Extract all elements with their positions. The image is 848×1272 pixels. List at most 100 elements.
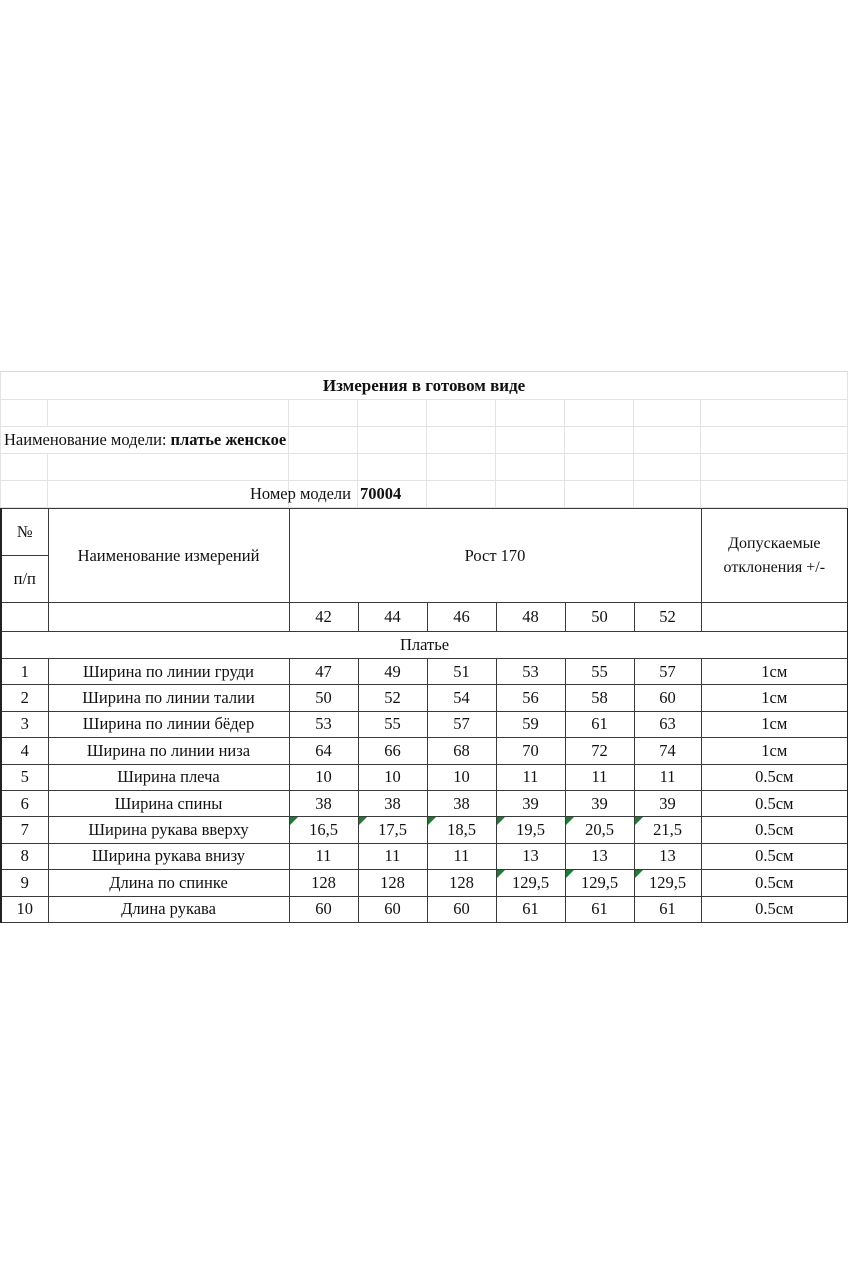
empty-cell	[495, 399, 565, 427]
row-value-size-52: 61	[633, 895, 702, 923]
row-value-size-50: 61	[564, 895, 635, 923]
model-name-label: Наименование модели:	[4, 430, 167, 449]
row-value-size-52: 57	[633, 657, 702, 686]
row-measurement-name: Ширина по линии низа	[47, 737, 290, 765]
row-value-size-44: 17,5	[357, 816, 428, 844]
row-value-size-52: 39	[633, 789, 702, 818]
row-value-size-46: 60	[426, 895, 497, 923]
empty-cell	[426, 426, 496, 454]
table-row: 10 Длина рукава 60 60 60 61 61 61 0.5см	[0, 895, 848, 923]
row-number: 4	[0, 737, 49, 765]
empty-cell	[699, 453, 848, 481]
header-deviation-line1: Допускаемые	[728, 534, 821, 552]
row-value-size-50: 39	[564, 789, 635, 818]
empty-cell	[564, 480, 634, 508]
row-value-size-44: 60	[357, 895, 428, 923]
title-row: Измерения в готовом виде	[0, 371, 848, 400]
row-value-size-50: 13	[564, 842, 635, 871]
row-value-size-44: 11	[357, 842, 428, 871]
model-name-row: Наименование модели: платье женское	[0, 426, 848, 454]
row-number: 7	[0, 816, 49, 844]
table-row: 6 Ширина спины 38 38 38 39 39 39 0.5см	[0, 789, 848, 818]
row-value-size-46: 128	[426, 869, 497, 897]
row-value-size-52: 11	[633, 763, 702, 791]
sizes-row: 42 44 46 48 50 52	[0, 602, 848, 632]
row-tolerance: 0.5см	[700, 816, 848, 844]
row-value-size-46: 51	[426, 657, 497, 686]
row-value-size-44: 38	[357, 789, 428, 818]
row-value-size-46: 57	[426, 710, 497, 739]
sizes-row-tolerance-cell	[700, 602, 848, 632]
row-tolerance: 1см	[700, 710, 848, 739]
row-value-size-52: 21,5	[633, 816, 702, 844]
row-measurement-name: Ширина по линии бёдер	[47, 710, 290, 739]
table-row: 5 Ширина плеча 10 10 10 11 11 11 0.5см	[0, 763, 848, 791]
row-value-size-42: 10	[288, 763, 359, 791]
row-value-size-44: 128	[357, 869, 428, 897]
row-value-size-44: 10	[357, 763, 428, 791]
row-measurement-name: Ширина плеча	[47, 763, 290, 791]
empty-cell	[357, 426, 427, 454]
empty-cell	[426, 399, 496, 427]
size-header-46: 46	[426, 602, 497, 632]
document-title: Измерения в готовом виде	[322, 375, 526, 395]
row-tolerance: 0.5см	[700, 869, 848, 897]
table-row: 3 Ширина по линии бёдер 53 55 57 59 61 63 1см	[0, 710, 848, 739]
row-value-size-48: 39	[495, 789, 566, 818]
row-measurement-name: Ширина рукава внизу	[47, 842, 290, 871]
row-value-size-42: 128	[288, 869, 359, 897]
header-measurement-name: Наименование измерений	[47, 508, 290, 603]
empty-cell	[633, 480, 701, 508]
table-row: 2 Ширина по линии талии 50 52 54 56 58 60 1см	[0, 684, 848, 712]
row-value-size-50: 55	[564, 657, 635, 686]
empty-cell	[699, 426, 848, 454]
sizes-row-name-cell	[47, 602, 290, 632]
row-measurement-name: Длина по спинке	[47, 869, 290, 897]
row-number: 9	[0, 869, 49, 897]
row-tolerance: 0.5см	[700, 763, 848, 791]
empty-cell	[0, 399, 48, 427]
row-value-size-42: 38	[288, 789, 359, 818]
row-number: 5	[0, 763, 49, 791]
row-value-size-44: 52	[357, 684, 428, 712]
row-value-size-42: 60	[288, 895, 359, 923]
empty-cell	[0, 453, 48, 481]
sizes-row-number-cell	[0, 602, 49, 632]
row-measurement-name: Длина рукава	[47, 895, 290, 923]
empty-cell	[47, 399, 289, 427]
measurements-table: № Наименование измерений Рост 170 Допуск…	[0, 508, 848, 923]
header-height-group: Рост 170	[288, 508, 702, 603]
model-number-value-cell: 70004	[357, 480, 427, 508]
header-deviation-line2: отклонения +/-	[723, 558, 826, 576]
model-number-label: Номер модели	[250, 484, 351, 503]
row-value-size-50: 72	[564, 737, 635, 765]
group-label: Платье	[0, 631, 848, 659]
row-tolerance: 1см	[700, 684, 848, 712]
model-number-value: 70004	[360, 484, 402, 503]
empty-cell	[564, 426, 634, 454]
row-measurement-name: Ширина по линии талии	[47, 684, 290, 712]
row-value-size-44: 49	[357, 657, 428, 686]
size-header-48: 48	[495, 602, 566, 632]
spacer-row-1	[0, 399, 848, 427]
header-number-bottom: п/п	[0, 555, 49, 603]
model-number-row: Номер модели 70004	[0, 480, 848, 508]
row-tolerance: 0.5см	[700, 789, 848, 818]
empty-cell	[564, 399, 634, 427]
table-row: 4 Ширина по линии низа 64 66 68 70 72 74 1см	[0, 737, 848, 765]
size-header-44: 44	[357, 602, 428, 632]
row-value-size-52: 129,5	[633, 869, 702, 897]
empty-cell	[0, 480, 48, 508]
empty-cell	[47, 480, 289, 508]
empty-cell	[288, 453, 358, 481]
row-measurement-name: Ширина по линии груди	[47, 657, 290, 686]
row-number: 6	[0, 789, 49, 818]
empty-cell	[357, 453, 427, 481]
row-value-size-42: 16,5	[288, 816, 359, 844]
size-header-50: 50	[564, 602, 635, 632]
row-value-size-44: 55	[357, 710, 428, 739]
row-value-size-48: 19,5	[495, 816, 566, 844]
empty-cell	[564, 453, 634, 481]
table-row: 7 Ширина рукава вверху 16,5 17,5 18,5 19,5 20,…	[0, 816, 848, 844]
row-value-size-50: 58	[564, 684, 635, 712]
